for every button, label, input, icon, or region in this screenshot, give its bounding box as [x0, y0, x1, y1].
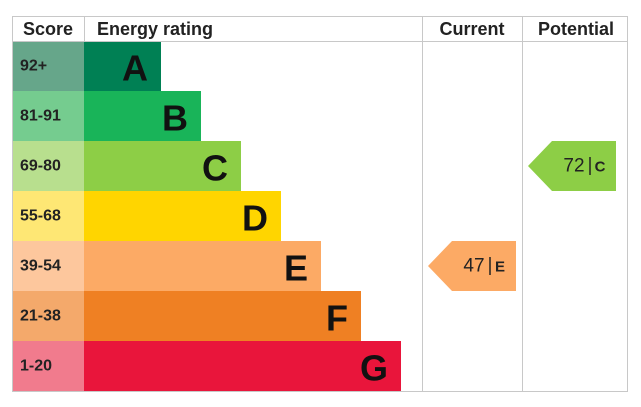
- score-range: 39-54: [20, 258, 61, 275]
- frame: [12, 16, 628, 392]
- rating-letter: E: [284, 248, 308, 289]
- table-frame: [12, 16, 628, 392]
- potential-arrow: [528, 141, 616, 191]
- current-letter: E: [495, 259, 505, 276]
- rating-bar: [84, 141, 241, 191]
- current-value: 47: [463, 256, 484, 277]
- rating-letter: A: [122, 48, 148, 89]
- score-cell: [12, 241, 84, 291]
- rating-letter: B: [162, 98, 188, 139]
- rating-bar: [84, 241, 321, 291]
- score-range: 92+: [20, 58, 47, 75]
- rating-letter: D: [242, 198, 268, 239]
- rating-bar: [84, 291, 361, 341]
- score-cell: [12, 191, 84, 241]
- header-potential: Potential: [538, 19, 614, 39]
- header-current: Current: [439, 19, 504, 39]
- score-cell: [12, 91, 84, 141]
- rating-bar: [84, 91, 201, 141]
- rating-letter: C: [202, 148, 228, 189]
- potential-letter: C: [595, 159, 606, 176]
- rating-bar: [84, 341, 401, 391]
- header-score: Score: [23, 19, 73, 39]
- rating-bar: [84, 191, 281, 241]
- score-range: 55-68: [20, 208, 61, 225]
- header-energy-rating: Energy rating: [97, 19, 213, 39]
- rating-letter: F: [326, 298, 348, 339]
- current-arrow: [428, 241, 516, 291]
- rating-bar: [84, 41, 161, 91]
- score-range: 69-80: [20, 158, 61, 175]
- score-cell: [12, 341, 84, 391]
- score-cell: [12, 141, 84, 191]
- potential-value: 72: [563, 156, 584, 177]
- score-cell: [12, 41, 84, 91]
- score-range: 1-20: [20, 358, 52, 375]
- rating-letter: G: [360, 348, 388, 389]
- score-range: 21-38: [20, 308, 61, 325]
- score-cell: [12, 291, 84, 341]
- score-range: 81-91: [20, 108, 61, 125]
